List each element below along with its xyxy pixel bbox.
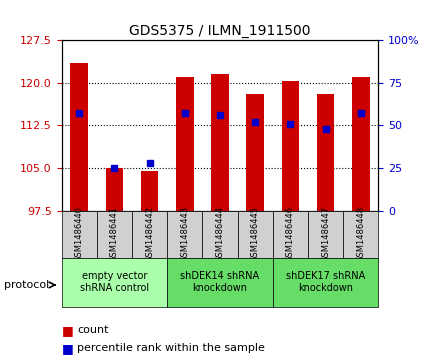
Text: GSM1486444: GSM1486444 [216,206,224,262]
Bar [211,74,229,211]
Bar [167,211,202,258]
Bar [176,77,194,211]
Text: empty vector
shRNA control: empty vector shRNA control [80,272,149,293]
Text: percentile rank within the sample: percentile rank within the sample [77,343,265,354]
Text: GSM1486448: GSM1486448 [356,206,365,262]
Bar [308,211,343,258]
Bar [273,258,378,307]
Bar [62,211,97,258]
Bar [132,211,167,258]
Bar [246,94,264,211]
Bar [141,171,158,211]
Text: protocol: protocol [4,280,50,290]
Text: GSM1486442: GSM1486442 [145,206,154,262]
Bar [97,211,132,258]
Text: GSM1486443: GSM1486443 [180,206,189,262]
Text: GSM1486446: GSM1486446 [286,206,295,262]
Bar [167,258,273,307]
Text: ■: ■ [62,342,73,355]
Text: GSM1486447: GSM1486447 [321,206,330,262]
Bar [62,258,167,307]
Bar [70,63,88,211]
Text: shDEK14 shRNA
knockdown: shDEK14 shRNA knockdown [180,272,260,293]
Title: GDS5375 / ILMN_1911500: GDS5375 / ILMN_1911500 [129,24,311,37]
Bar [202,211,238,258]
Bar [343,211,378,258]
Bar [352,77,370,211]
Text: GSM1486441: GSM1486441 [110,206,119,262]
Text: shDEK17 shRNA
knockdown: shDEK17 shRNA knockdown [286,272,365,293]
Bar [273,211,308,258]
Bar [238,211,273,258]
Text: GSM1486440: GSM1486440 [75,206,84,262]
Bar [317,94,334,211]
Text: GSM1486445: GSM1486445 [251,206,260,262]
Text: ■: ■ [62,324,73,337]
Bar [282,81,299,211]
Bar [106,168,123,211]
Text: count: count [77,325,109,335]
